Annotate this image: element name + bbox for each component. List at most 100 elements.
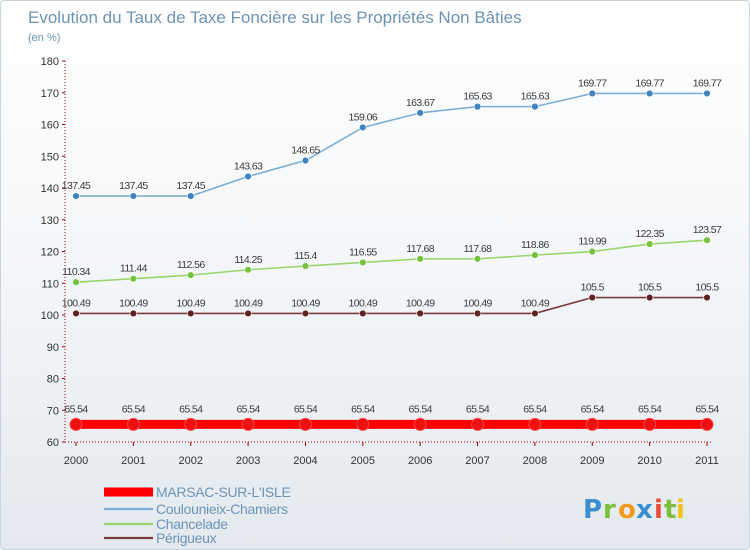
y-tick-label: 90 bbox=[47, 342, 59, 354]
data-point bbox=[645, 240, 654, 248]
data-point bbox=[69, 417, 83, 431]
y-tick-label: 110 bbox=[41, 278, 59, 290]
data-label: 115.4 bbox=[294, 250, 317, 262]
x-tick-label: 2007 bbox=[465, 455, 489, 467]
y-tick-label: 160 bbox=[41, 120, 59, 132]
data-point bbox=[129, 192, 138, 200]
data-label: 100.49 bbox=[349, 297, 378, 309]
legend-item: Périgueux bbox=[104, 530, 217, 546]
data-label: 111.44 bbox=[120, 263, 148, 275]
series-line bbox=[75, 239, 708, 283]
series-layer: 137.45 137.45 137.45 143.63 148.65 159.06 163.… bbox=[62, 77, 723, 431]
data-point bbox=[72, 192, 80, 200]
data-label: 105.5 bbox=[638, 282, 662, 294]
legend-item: Coulounieix-Chamiers bbox=[104, 501, 288, 517]
logo-letter: i bbox=[676, 495, 685, 525]
data-point bbox=[416, 309, 424, 318]
y-tick-label: 130 bbox=[41, 215, 59, 227]
data-label: 123.57 bbox=[693, 224, 722, 236]
data-point bbox=[703, 89, 711, 98]
x-tick-label: 2009 bbox=[580, 455, 604, 467]
data-label: 137.45 bbox=[62, 180, 91, 192]
data-point bbox=[301, 156, 310, 165]
data-point bbox=[531, 309, 539, 318]
data-label: 169.77 bbox=[635, 77, 664, 89]
data-label: 65.54 bbox=[236, 403, 260, 415]
series-chancelade: 110.34 111.44 112.56 114.25 115.4 116.55 117.6… bbox=[62, 224, 723, 286]
data-label: 65.54 bbox=[409, 403, 433, 415]
data-label: 100.49 bbox=[234, 297, 263, 309]
data-point bbox=[187, 271, 195, 279]
data-label: 65.54 bbox=[638, 403, 662, 415]
data-point bbox=[643, 417, 657, 431]
data-point bbox=[72, 278, 80, 286]
x-tick-label: 2011 bbox=[695, 455, 719, 467]
y-tick-label: 180 bbox=[41, 56, 59, 68]
data-point bbox=[473, 102, 482, 111]
y-tick-label: 140 bbox=[41, 183, 59, 195]
data-point bbox=[356, 417, 370, 431]
data-label: 100.49 bbox=[62, 297, 91, 309]
x-tick-label: 2010 bbox=[637, 455, 661, 467]
data-point bbox=[129, 309, 138, 318]
data-point bbox=[416, 255, 424, 263]
data-point bbox=[416, 109, 424, 117]
data-point bbox=[471, 417, 485, 431]
logo-letter: x bbox=[636, 495, 653, 525]
data-label: 159.06 bbox=[349, 111, 378, 123]
data-point bbox=[359, 123, 367, 132]
axes: 60 70 80 90 100 110 120 130 140 150 160 170 180 2000 2… bbox=[41, 56, 719, 467]
data-label: 100.49 bbox=[406, 297, 435, 309]
data-label: 65.54 bbox=[581, 403, 605, 415]
series-line bbox=[75, 296, 708, 315]
data-label: 122.35 bbox=[635, 228, 664, 240]
data-label: 169.77 bbox=[693, 77, 722, 89]
data-label: 165.63 bbox=[521, 91, 550, 103]
data-point bbox=[187, 309, 195, 318]
y-tick-label: 70 bbox=[47, 405, 59, 417]
y-tick-label: 80 bbox=[47, 374, 59, 386]
logo-letter: t bbox=[664, 495, 676, 525]
legend-label: Périgueux bbox=[156, 530, 217, 546]
data-label: 65.54 bbox=[466, 403, 490, 415]
data-point bbox=[473, 255, 482, 263]
x-tick-label: 2005 bbox=[351, 455, 375, 467]
data-label: 65.54 bbox=[122, 403, 146, 415]
data-label: 119.99 bbox=[578, 236, 606, 248]
logo-letter: r bbox=[603, 495, 616, 525]
data-label: 137.45 bbox=[119, 180, 148, 192]
data-point bbox=[244, 172, 252, 181]
x-tick-label: 2000 bbox=[64, 455, 88, 467]
legend-label: MARSAC-SUR-L'ISLE bbox=[156, 484, 291, 500]
data-label: 105.5 bbox=[581, 282, 605, 294]
data-label: 117.68 bbox=[406, 243, 434, 255]
y-tick-label: 120 bbox=[41, 247, 59, 259]
data-point bbox=[184, 417, 198, 431]
data-point bbox=[588, 293, 596, 302]
data-label: 112.56 bbox=[177, 259, 205, 271]
data-label: 65.54 bbox=[351, 403, 375, 415]
series-p-rigueux: 100.49 100.49 100.49 100.49 100.49 100.49 100.… bbox=[62, 282, 720, 318]
legend-item: Chancelade bbox=[104, 516, 229, 532]
data-label: 65.54 bbox=[179, 403, 203, 415]
data-label: 165.63 bbox=[463, 91, 492, 103]
legend: MARSAC-SUR-L'ISLECoulounieix-ChamiersCha… bbox=[104, 484, 291, 546]
data-label: 117.68 bbox=[464, 243, 492, 255]
data-point bbox=[703, 293, 711, 302]
data-point bbox=[241, 417, 255, 431]
x-tick-label: 2001 bbox=[121, 455, 145, 467]
data-point bbox=[244, 309, 252, 318]
legend-label: Chancelade bbox=[156, 516, 228, 532]
legend-item: MARSAC-SUR-L'ISLE bbox=[104, 484, 291, 500]
data-point bbox=[301, 262, 310, 270]
data-point bbox=[187, 192, 195, 200]
data-label: 137.45 bbox=[176, 180, 205, 192]
y-tick-label: 100 bbox=[41, 310, 59, 322]
data-point bbox=[645, 89, 654, 98]
data-label: 110.34 bbox=[62, 266, 90, 278]
series-coulounieix-chamiers: 137.45 137.45 137.45 143.63 148.65 159.06 163.… bbox=[62, 77, 723, 200]
data-label: 169.77 bbox=[578, 77, 607, 89]
data-point bbox=[359, 309, 367, 318]
